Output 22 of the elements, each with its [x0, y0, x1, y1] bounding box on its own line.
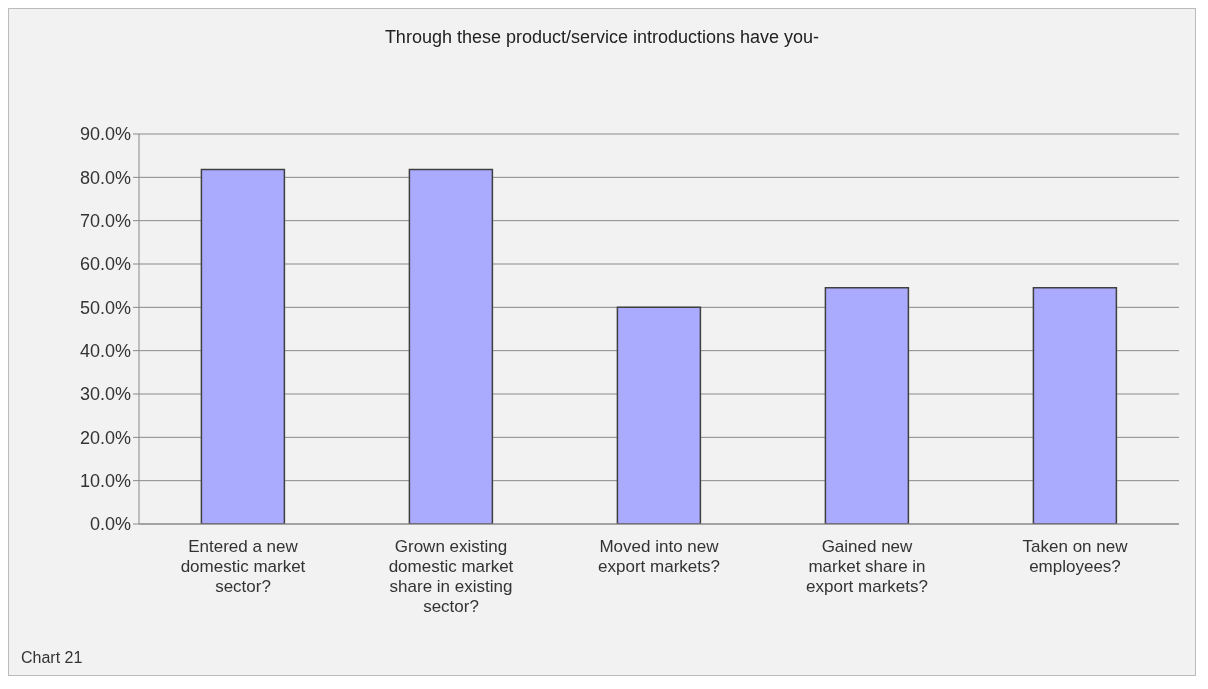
bar	[824, 287, 910, 524]
bar	[200, 168, 286, 524]
x-tick-label: Grown existing domestic market share in existing sector?	[388, 537, 514, 616]
y-tick-label: 40.0%	[79, 341, 131, 362]
bar	[616, 306, 702, 524]
y-tick-label: 60.0%	[79, 254, 131, 275]
bar	[408, 168, 494, 524]
y-tick-label: 20.0%	[79, 427, 131, 448]
y-tick-label: 70.0%	[79, 211, 131, 232]
y-tick-label: 10.0%	[79, 471, 131, 492]
y-tick-label: 50.0%	[79, 297, 131, 318]
x-tick-label: Moved into new export markets?	[598, 537, 720, 576]
y-tick-label: 0.0%	[89, 514, 131, 535]
y-tick-label: 30.0%	[79, 384, 131, 405]
bar	[1032, 287, 1118, 524]
y-tick-label: 90.0%	[79, 124, 131, 145]
chart-title: Through these product/service introductions have you-	[383, 27, 821, 48]
caption: Chart 21	[21, 649, 83, 667]
y-tick-label: 80.0%	[79, 167, 131, 188]
x-tick-label: Taken on new employees?	[1022, 537, 1129, 576]
x-tick-label: Gained new market share in export markets?	[806, 537, 928, 596]
x-tick-label: Entered a new domestic market sector?	[180, 537, 306, 596]
